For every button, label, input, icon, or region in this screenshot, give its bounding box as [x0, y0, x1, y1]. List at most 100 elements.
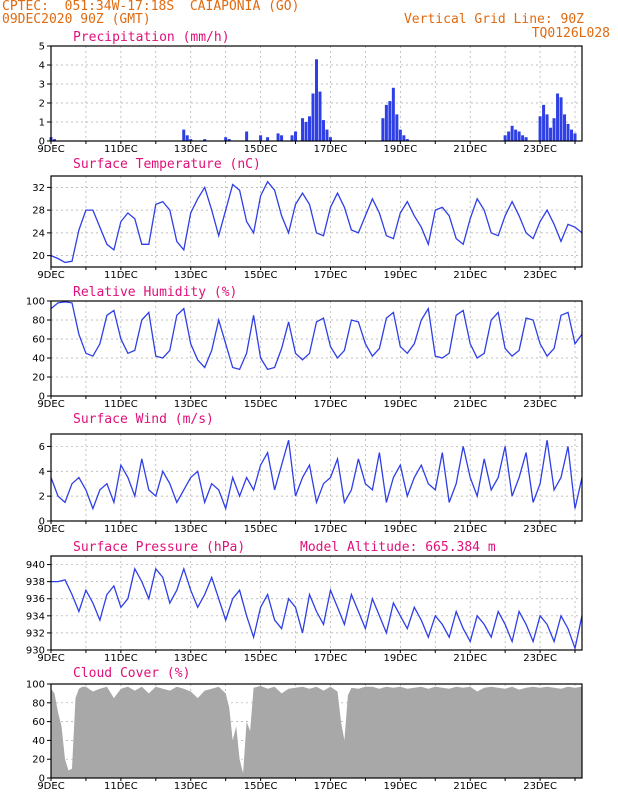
x-tick-label: 23DEC	[523, 653, 557, 664]
precip-bar	[542, 104, 546, 141]
precip-bar	[507, 131, 511, 141]
x-tick-label: 9DEC	[37, 144, 64, 155]
x-tick-label: 19DEC	[383, 653, 417, 664]
precip-bar	[315, 59, 318, 141]
precip-bar	[266, 137, 270, 141]
plot-frame	[50, 175, 583, 268]
x-tick-label: 15DEC	[244, 144, 278, 155]
precip-bar	[245, 131, 249, 141]
y-tick-label: 60	[32, 717, 45, 728]
x-tick-label: 19DEC	[383, 524, 417, 535]
precip-bar	[318, 91, 322, 141]
x-tick-label: 19DEC	[383, 144, 417, 155]
panel-5: 930 932 934 936 938 940 9DEC 11DEC 13DEC 15DEC 17D…	[26, 540, 583, 664]
panel-annotation: Model Altitude: 665.384 m	[300, 540, 496, 555]
precip-bar	[182, 129, 186, 141]
x-tick-label: 15DEC	[244, 270, 278, 281]
y-tick-label: 20	[32, 251, 45, 262]
x-tick-label: 21DEC	[453, 270, 487, 281]
y-tick-label: 4	[39, 61, 45, 72]
x-tick-label: 19DEC	[383, 781, 417, 792]
precip-bar	[510, 125, 514, 141]
x-tick-label: 11DEC	[104, 270, 138, 281]
x-tick-label: 13DEC	[174, 270, 208, 281]
y-tick-label: 4	[39, 467, 45, 478]
x-tick-label: 21DEC	[453, 781, 487, 792]
y-tick-label: 80	[32, 316, 45, 327]
series-line	[50, 180, 583, 264]
y-tick-label: 24	[32, 228, 45, 239]
y-tick-label: 0	[39, 774, 45, 785]
precip-bar	[556, 93, 560, 141]
x-tick-label: 23DEC	[523, 399, 557, 410]
precip-bar	[391, 87, 395, 141]
header-title: CPTEC: 051:34W-17:18S CAIAPONIA (GO)	[2, 0, 300, 14]
series-line	[50, 301, 583, 371]
y-tick-label: 2	[39, 492, 45, 503]
panel-title: Surface Wind (m/s)	[73, 412, 214, 427]
precip-bar	[384, 104, 388, 141]
precip-bar	[185, 135, 189, 141]
panel-1: 0 1 2 3 4 5 9DEC 11DEC 13DEC 15DEC 17DEC 19DEC 21DEC…	[37, 30, 583, 155]
precip-bar	[521, 135, 525, 141]
x-tick-label: 17DEC	[314, 144, 348, 155]
precip-bar	[545, 114, 549, 141]
precip-bar	[203, 139, 207, 141]
precip-bar	[538, 116, 542, 141]
panel-title: Relative Humidity (%)	[73, 285, 237, 300]
y-tick-label: 20	[32, 755, 45, 766]
x-tick-label: 17DEC	[314, 781, 348, 792]
x-tick-label: 21DEC	[453, 399, 487, 410]
x-tick-label: 15DEC	[244, 781, 278, 792]
precip-bar	[189, 139, 193, 141]
panel-title: Surface Pressure (hPa)	[73, 540, 245, 555]
precip-bar	[276, 133, 280, 141]
precip-bar	[224, 137, 228, 141]
precip-bar	[563, 114, 567, 141]
x-tick-label: 11DEC	[104, 524, 138, 535]
y-tick-label: 3	[39, 80, 45, 91]
x-tick-label: 17DEC	[314, 399, 348, 410]
x-tick-label: 9DEC	[37, 653, 64, 664]
precip-bar	[308, 116, 312, 141]
y-tick-label: 2	[39, 99, 45, 110]
header-date: 09DEC2020 90Z (GMT)	[2, 12, 151, 27]
panel-4: 0 2 4 6 9DEC 11DEC 13DEC 15DEC 17DEC 19DEC 21DEC 23…	[37, 412, 583, 535]
precip-bar	[325, 129, 329, 141]
x-tick-label: 17DEC	[314, 653, 348, 664]
panel-title: Cloud Cover (%)	[73, 666, 190, 681]
panel-3: 0 20 40 60 80 100 9DEC 11DEC 13DEC 15DEC 17DEC 19DE…	[26, 285, 583, 410]
x-tick-label: 13DEC	[174, 144, 208, 155]
y-tick-label: 32	[32, 183, 45, 194]
precip-bar	[321, 120, 325, 141]
x-tick-label: 11DEC	[104, 399, 138, 410]
x-tick-label: 13DEC	[174, 781, 208, 792]
x-tick-label: 21DEC	[453, 144, 487, 155]
y-tick-label: 80	[32, 698, 45, 709]
y-tick-label: 20	[32, 373, 45, 384]
y-tick-label: 938	[26, 577, 45, 588]
x-tick-label: 11DEC	[104, 653, 138, 664]
x-tick-label: 11DEC	[104, 144, 138, 155]
panel-6: 0 20 40 60 80 100 9DEC 11DEC 13DEC 15DEC 17DEC 19DE…	[26, 666, 583, 792]
precip-bar	[381, 118, 385, 141]
y-tick-label: 934	[26, 611, 45, 622]
precip-bar	[524, 137, 528, 141]
precip-bar	[517, 131, 521, 141]
x-tick-label: 21DEC	[453, 653, 487, 664]
precip-bar	[503, 135, 507, 141]
x-tick-label: 9DEC	[37, 524, 64, 535]
x-tick-label: 13DEC	[174, 653, 208, 664]
y-tick-label: 60	[32, 335, 45, 346]
precip-bar	[405, 139, 409, 141]
x-tick-label: 19DEC	[383, 270, 417, 281]
x-tick-label: 17DEC	[314, 270, 348, 281]
panel-2: 20 24 28 32 9DEC 11DEC 13DEC 15DEC 17DEC 19DEC 21D…	[32, 157, 583, 281]
y-tick-label: 0	[39, 137, 45, 148]
y-tick-label: 936	[26, 594, 45, 605]
precip-bar	[301, 118, 305, 141]
x-tick-label: 15DEC	[244, 653, 278, 664]
precip-bar	[311, 93, 315, 141]
x-tick-label: 23DEC	[523, 270, 557, 281]
